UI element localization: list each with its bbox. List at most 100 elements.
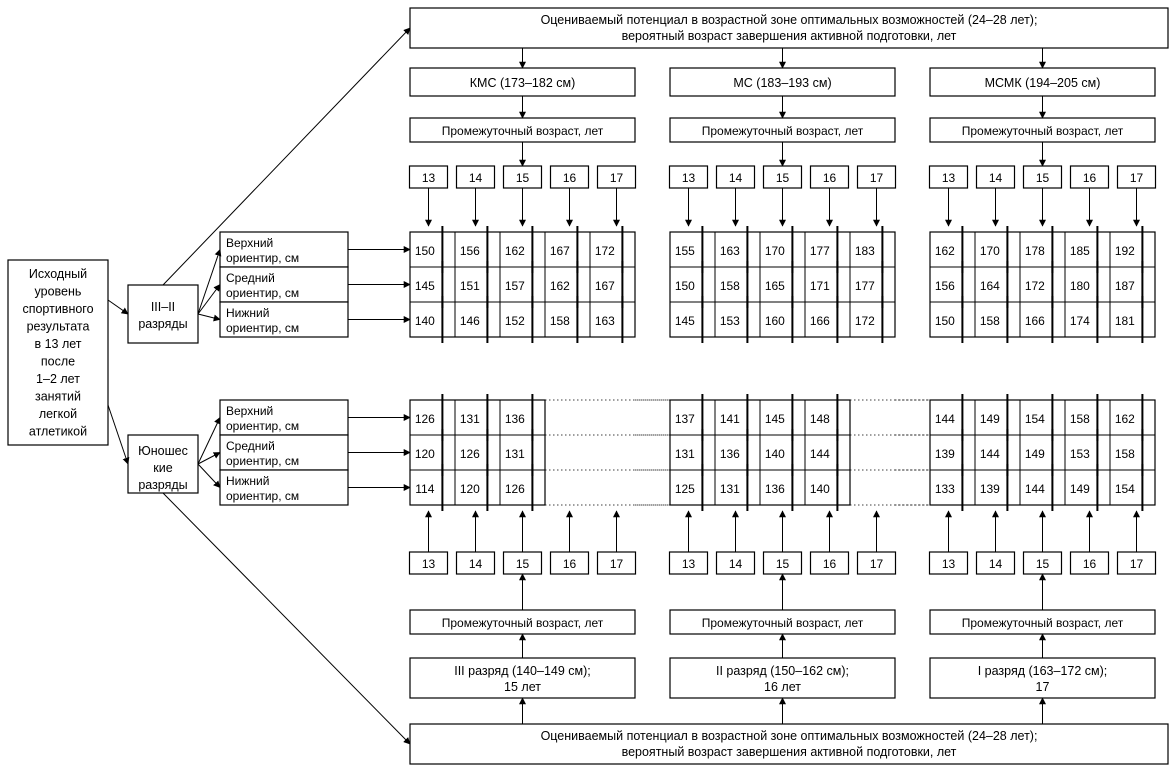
grid-top-cell: 192 bbox=[1115, 244, 1135, 258]
grid-bot-cell: 114 bbox=[415, 482, 434, 496]
grid-top-cell: 167 bbox=[595, 279, 615, 293]
age-bot: 14 bbox=[729, 557, 743, 571]
grid-top-cell: 171 bbox=[810, 279, 830, 293]
age-bot: 15 bbox=[776, 557, 790, 571]
start-box: после bbox=[41, 355, 75, 369]
grid-top-cell: 145 bbox=[675, 314, 695, 328]
grid-top-cell: 158 bbox=[550, 314, 570, 328]
age-bot: 13 bbox=[682, 557, 696, 571]
grid-top-cell: 172 bbox=[1025, 279, 1045, 293]
grid-top-cell: 180 bbox=[1070, 279, 1090, 293]
grid-top-cell: 158 bbox=[720, 279, 740, 293]
age-top: 17 bbox=[870, 171, 884, 185]
orient-label: ориентир, см bbox=[226, 489, 299, 503]
start-box: в 13 лет bbox=[34, 337, 81, 351]
grid-bot-cell: 144 bbox=[1025, 482, 1045, 496]
age-top: 16 bbox=[823, 171, 837, 185]
age-top: 16 bbox=[1083, 171, 1097, 185]
interm-bot: Промежуточный возраст, лет bbox=[442, 616, 604, 630]
interm-top: Промежуточный возраст, лет bbox=[962, 124, 1124, 138]
grid-bot-cell: 154 bbox=[1115, 482, 1135, 496]
age-top: 17 bbox=[1130, 171, 1144, 185]
grid-bot-cell: 149 bbox=[1070, 482, 1090, 496]
col-title-top: МС (183–193 см) bbox=[733, 76, 831, 90]
age-top: 14 bbox=[989, 171, 1003, 185]
start-box: спортивного bbox=[22, 302, 93, 316]
grid-top-cell: 187 bbox=[1115, 279, 1135, 293]
grid-top-cell: 153 bbox=[720, 314, 740, 328]
grid-bot-cell: 133 bbox=[935, 482, 955, 496]
start-box: результата bbox=[27, 320, 90, 334]
grid-bot-cell: 120 bbox=[415, 447, 435, 461]
col-title-top: КМС (173–182 см) bbox=[470, 76, 576, 90]
age-bot: 17 bbox=[610, 557, 624, 571]
cat-upper: III–II bbox=[151, 300, 175, 314]
grid-top-cell: 145 bbox=[415, 279, 435, 293]
interm-top: Промежуточный возраст, лет bbox=[442, 124, 604, 138]
grid-bot-cell: 140 bbox=[810, 482, 830, 496]
grid-top-cell: 170 bbox=[980, 244, 1000, 258]
grid-bot-cell: 131 bbox=[460, 412, 480, 426]
age-bot: 16 bbox=[823, 557, 837, 571]
age-bot: 15 bbox=[1036, 557, 1050, 571]
age-top: 16 bbox=[563, 171, 577, 185]
grid-top-cell: 162 bbox=[505, 244, 525, 258]
grid-top-cell: 177 bbox=[855, 279, 875, 293]
start-box: уровень bbox=[35, 285, 82, 299]
grid-bot-cell: 141 bbox=[720, 412, 740, 426]
age-top: 13 bbox=[942, 171, 956, 185]
cat-lower: Юношес bbox=[138, 444, 188, 458]
grid-bot-cell: 139 bbox=[935, 447, 955, 461]
grid-bot-cell: 136 bbox=[720, 447, 740, 461]
grid-top-cell: 163 bbox=[720, 244, 740, 258]
grid-top-cell: 177 bbox=[810, 244, 830, 258]
col-title-bot: I разряд (163–172 см); bbox=[978, 664, 1108, 678]
grid-bot-cell: 144 bbox=[935, 412, 955, 426]
grid-bot-cell: 126 bbox=[505, 482, 525, 496]
orient-label: ориентир, см bbox=[226, 454, 299, 468]
grid-bot-cell: 149 bbox=[1025, 447, 1045, 461]
header-bottom: Оцениваемый потенциал в возрастной зоне … bbox=[541, 729, 1038, 743]
grid-top-cell: 167 bbox=[550, 244, 570, 258]
grid-bot-cell: 149 bbox=[980, 412, 1000, 426]
col-title-bot: II разряд (150–162 см); bbox=[716, 664, 849, 678]
grid-bot-cell: 136 bbox=[765, 482, 785, 496]
age-bot: 14 bbox=[989, 557, 1003, 571]
orient-label: ориентир, см bbox=[226, 321, 299, 335]
grid-bot-cell: 126 bbox=[415, 412, 435, 426]
age-bot: 17 bbox=[1130, 557, 1144, 571]
cat-upper: разряды bbox=[138, 317, 187, 331]
cat-lower: разряды bbox=[138, 478, 187, 492]
grid-top-cell: 163 bbox=[595, 314, 615, 328]
grid-bot-cell: 131 bbox=[720, 482, 740, 496]
grid-bot-cell: 145 bbox=[765, 412, 785, 426]
age-bot: 16 bbox=[1083, 557, 1097, 571]
grid-top-cell: 185 bbox=[1070, 244, 1090, 258]
col-title-bot: 17 bbox=[1036, 680, 1050, 694]
grid-top-cell: 162 bbox=[550, 279, 570, 293]
grid-top-cell: 156 bbox=[460, 244, 480, 258]
age-bot: 14 bbox=[469, 557, 483, 571]
age-bot: 15 bbox=[516, 557, 530, 571]
grid-bot-cell: 137 bbox=[675, 412, 695, 426]
orient-label: Верхний bbox=[226, 236, 273, 250]
age-bot: 16 bbox=[563, 557, 577, 571]
grid-bot-cell: 120 bbox=[460, 482, 480, 496]
start-box: атлетикой bbox=[29, 425, 87, 439]
grid-bot-cell: 139 bbox=[980, 482, 1000, 496]
grid-bot-cell: 131 bbox=[675, 447, 695, 461]
grid-bot-cell: 136 bbox=[505, 412, 525, 426]
interm-bot: Промежуточный возраст, лет bbox=[702, 616, 864, 630]
age-bot: 13 bbox=[422, 557, 436, 571]
age-top: 17 bbox=[610, 171, 624, 185]
start-box: занятий bbox=[35, 390, 81, 404]
start-box: легкой bbox=[39, 407, 77, 421]
grid-top-cell: 172 bbox=[855, 314, 875, 328]
grid-top-cell: 164 bbox=[980, 279, 1000, 293]
age-top: 15 bbox=[516, 171, 530, 185]
cat-lower: кие bbox=[153, 461, 172, 475]
grid-bot-cell: 144 bbox=[810, 447, 830, 461]
orient-label: ориентир, см bbox=[226, 286, 299, 300]
age-top: 15 bbox=[776, 171, 790, 185]
grid-top-cell: 162 bbox=[935, 244, 955, 258]
